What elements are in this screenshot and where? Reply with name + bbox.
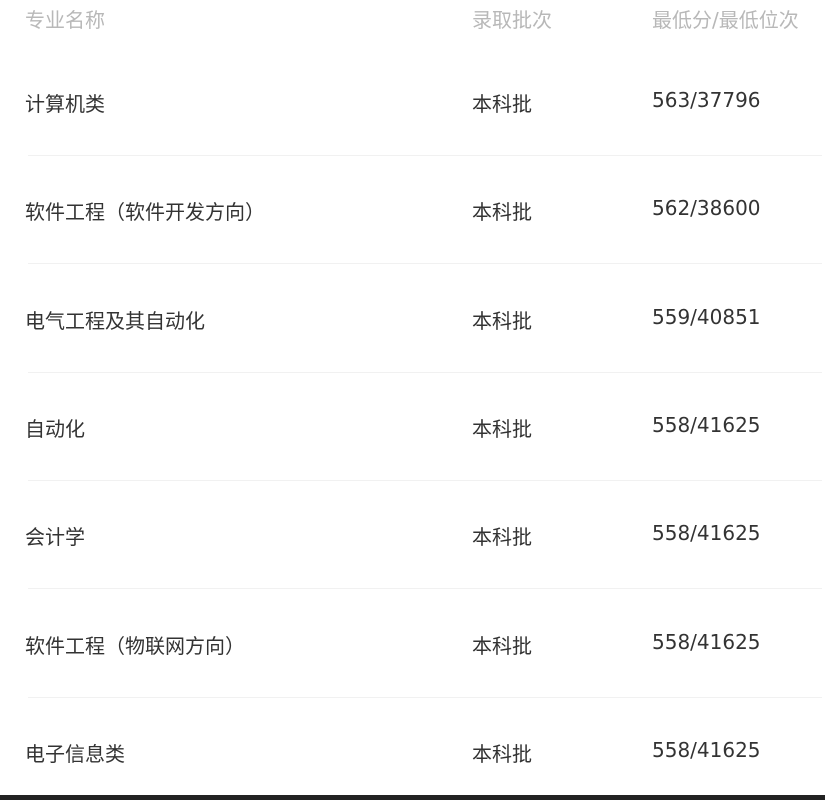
score-rank-cell: 558/41625: [652, 521, 761, 546]
score-rank-cell: 559/40851: [652, 304, 761, 329]
major-cell: 电子信息类: [25, 741, 125, 766]
major-cell: 自动化: [25, 416, 85, 441]
table-row[interactable]: 自动化 本科批 558/41625: [0, 373, 825, 481]
score-rank-cell: 562/38600: [652, 196, 761, 221]
major-cell: 会计学: [25, 525, 85, 550]
score-rank-cell: 558/41625: [652, 737, 761, 762]
table-row[interactable]: 软件工程（软件开发方向） 本科批 562/38600: [0, 156, 825, 264]
row-divider: [28, 263, 822, 265]
score-rank-cell: 563/37796: [652, 88, 761, 112]
table-header: 专业名称 录取批次 最低分/最低位次: [0, 4, 825, 34]
header-score-rank: 最低分/最低位次: [652, 8, 799, 32]
major-cell: 软件工程（物联网方向）: [25, 633, 245, 658]
table-row[interactable]: 软件工程（物联网方向） 本科批 558/41625: [0, 590, 825, 698]
batch-cell: 本科批: [472, 416, 532, 441]
batch-cell: 本科批: [472, 633, 532, 658]
table-row[interactable]: 电气工程及其自动化 本科批 559/40851: [0, 265, 825, 373]
batch-cell: 本科批: [472, 525, 532, 550]
row-divider: [28, 696, 822, 698]
header-batch: 录取批次: [472, 8, 552, 32]
row-divider: [28, 155, 822, 156]
bottom-bar: [0, 795, 825, 800]
batch-cell: 本科批: [472, 308, 532, 333]
score-rank-cell: 558/41625: [652, 629, 761, 654]
score-rank-cell: 558/41625: [652, 412, 761, 437]
table-row[interactable]: 电子信息类 本科批 558/41625: [0, 698, 825, 806]
table-row[interactable]: 计算机类 本科批 563/37796: [0, 48, 825, 156]
row-divider: [28, 371, 822, 373]
table-row[interactable]: 会计学 本科批 558/41625: [0, 481, 825, 589]
row-divider: [28, 588, 822, 590]
row-divider: [28, 479, 822, 481]
batch-cell: 本科批: [472, 92, 532, 116]
major-cell: 软件工程（软件开发方向）: [25, 200, 265, 225]
header-major: 专业名称: [25, 8, 105, 32]
batch-cell: 本科批: [472, 741, 532, 766]
major-cell: 电气工程及其自动化: [25, 308, 205, 333]
batch-cell: 本科批: [472, 200, 532, 225]
major-cell: 计算机类: [25, 92, 105, 116]
